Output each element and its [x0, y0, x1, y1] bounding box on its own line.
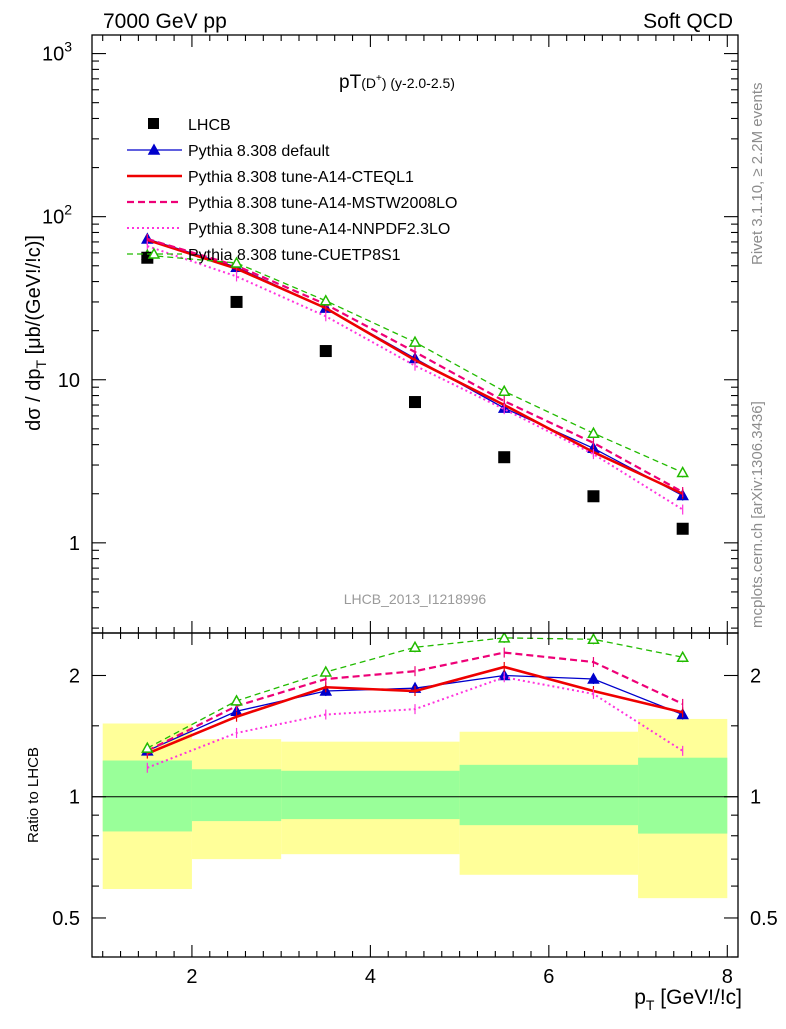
band-inner — [191, 769, 282, 822]
ratio-y-tick-label-left: 2 — [69, 665, 80, 687]
legend: LHCB Pythia 8.308 default Pythia 8.308 tun… — [127, 117, 457, 264]
legend-entry: Pythia 8.308 tune-A14-CTEQL1 — [127, 169, 414, 186]
ratio-uncertainty-bands — [102, 718, 728, 899]
legend-label: LHCB — [188, 117, 231, 134]
axes-ticks: 2 4 6 8 1 10 102 103 0.5 0.5 1 1 2 2 — [42, 35, 778, 988]
ratio-y-tick-label-right: 2 — [750, 665, 761, 687]
ratio-frame — [91, 632, 739, 958]
ratio-point — [587, 633, 600, 645]
plot-title: pT(D+) (y-2.0-2.5) — [339, 72, 455, 93]
main-point — [497, 384, 511, 397]
legend-marker — [148, 118, 159, 129]
main-data-point — [498, 451, 511, 464]
ratio-point — [408, 640, 422, 653]
x-axis-label: pT [GeV!/!c] — [634, 986, 742, 1013]
legend-marker — [147, 143, 161, 155]
ylabel-main-units: [μb/(GeV!/!c)] — [23, 235, 45, 360]
title-tail: ) (y-2.0-2.5) — [382, 75, 455, 91]
x-tick-label: 6 — [543, 966, 554, 988]
ratio-y-tick-label-right: 0.5 — [750, 908, 778, 930]
xlabel-sub: T — [646, 997, 655, 1013]
main-point — [319, 294, 333, 306]
band-inner — [281, 770, 460, 820]
main-data-point — [587, 490, 600, 503]
y-tick-label: 1 — [69, 533, 80, 555]
ratio-point — [141, 741, 154, 753]
main-data-point — [230, 295, 243, 308]
ratio-point — [319, 665, 333, 677]
legend-marker — [147, 247, 161, 259]
ratio-series-layer — [141, 633, 689, 773]
legend-label: Pythia 8.308 default — [188, 143, 330, 160]
legend-entry: Pythia 8.308 default — [127, 143, 330, 160]
header-left: 7000 GeV pp — [103, 10, 227, 33]
main-point — [230, 256, 243, 268]
ratio-series-4 — [141, 633, 689, 754]
ratio-y-tick-label-right: 1 — [750, 787, 761, 809]
legend-entry: Pythia 8.308 tune-CUETP8S1 — [127, 247, 401, 264]
x-tick-label: 4 — [365, 966, 376, 988]
y-axis-label-ratio: Ratio to LHCB — [25, 747, 42, 843]
ratio-series-3 — [146, 672, 684, 773]
ratio-y-tick-label-left: 1 — [69, 787, 80, 809]
legend-label: Pythia 8.308 tune-CUETP8S1 — [188, 247, 401, 264]
main-point — [587, 426, 600, 438]
ratio-point — [676, 650, 689, 662]
y-tick-label: 103 — [42, 39, 72, 66]
main-data-point — [319, 345, 332, 358]
legend-label: Pythia 8.308 tune-A14-NNPDF2.3LO — [188, 221, 450, 238]
main-data-point — [676, 522, 689, 535]
ratio-point — [497, 633, 511, 643]
band-inner — [638, 757, 728, 834]
x-tick-label: 8 — [722, 966, 733, 988]
source-side-label: mcplots.cern.ch [arXiv:1306.3436] — [749, 401, 766, 628]
header-right: Soft QCD — [643, 10, 733, 33]
main-series-0 — [141, 251, 689, 535]
xlabel-main: p — [634, 986, 646, 1009]
ylabel-main-text: dσ / dp — [23, 369, 45, 431]
title-sup: + — [376, 73, 382, 84]
xlabel-units: [GeV!/!c] — [654, 986, 742, 1009]
main-series-layer — [141, 232, 689, 535]
ylabel-main-sub: T — [33, 360, 49, 369]
x-tick-label: 2 — [186, 966, 197, 988]
legend-label: Pythia 8.308 tune-A14-MSTW2008LO — [188, 195, 457, 212]
title-sub: (D — [361, 75, 376, 91]
ratio-point — [230, 694, 243, 706]
rivet-side-label: Rivet 3.1.10, ≥ 2.2M events — [749, 83, 766, 266]
main-point — [676, 465, 689, 478]
legend-label: Pythia 8.308 tune-A14-CTEQL1 — [188, 169, 414, 186]
analysis-watermark: LHCB_2013_I1218996 — [344, 591, 487, 607]
y-tick-label: 10 — [58, 370, 80, 392]
ratio-y-tick-label-left: 0.5 — [52, 908, 80, 930]
band-inner — [459, 764, 639, 826]
ratio-point — [587, 672, 600, 684]
main-point — [408, 335, 422, 347]
y-tick-label: 102 — [42, 202, 72, 229]
legend-entry: Pythia 8.308 tune-A14-NNPDF2.3LO — [127, 221, 450, 238]
main-data-point — [409, 396, 421, 409]
main-series-5 — [141, 248, 689, 478]
legend-entry: Pythia 8.308 tune-A14-MSTW2008LO — [127, 195, 457, 212]
title-main: pT — [339, 72, 362, 93]
legend-entry: LHCB — [148, 117, 231, 134]
y-axis-label-main: dσ / dpT [μb/(GeV!/!c)] — [23, 235, 49, 431]
